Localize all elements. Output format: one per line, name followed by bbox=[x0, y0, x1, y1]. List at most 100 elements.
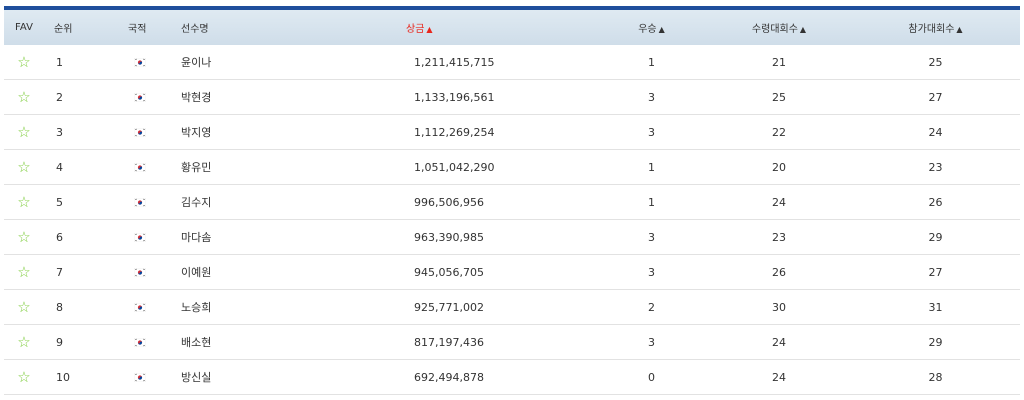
events-cell: 26 bbox=[851, 184, 1020, 220]
rank-cell: 2 bbox=[44, 79, 112, 115]
wins-cell: 3 bbox=[596, 219, 707, 255]
fav-cell: ☆ bbox=[4, 114, 44, 150]
wins-cell: 3 bbox=[596, 114, 707, 150]
nation-cell bbox=[112, 149, 169, 185]
korea-flag-icon bbox=[134, 303, 146, 312]
player-name-cell[interactable]: 배소현 bbox=[169, 324, 406, 360]
prize-cell: 925,771,002 bbox=[406, 289, 596, 325]
header-wins-sort[interactable]: 우승 ▲ bbox=[596, 10, 707, 45]
wins-cell: 1 bbox=[596, 45, 707, 80]
nation-cell bbox=[112, 45, 169, 80]
events-cell: 25 bbox=[851, 45, 1020, 80]
table-header-row: FAV 순위 국적 선수명 상금 ▲ 우승 ▲ 수령대회수 ▲ 참가대회수 ▲ bbox=[4, 10, 1020, 45]
rank-cell: 1 bbox=[44, 45, 112, 80]
star-outline-icon[interactable]: ☆ bbox=[17, 227, 31, 246]
top-finishes-cell: 20 bbox=[707, 149, 851, 185]
table-row: ☆ 6 마다솜 963,390,985 3 23 29 bbox=[4, 219, 1020, 255]
events-cell: 24 bbox=[851, 114, 1020, 150]
table-row: ☆ 5 김수지 996,506,956 1 24 26 bbox=[4, 184, 1020, 220]
fav-cell: ☆ bbox=[4, 184, 44, 220]
player-name-cell[interactable]: 박현경 bbox=[169, 79, 406, 115]
header-events-sort[interactable]: 참가대회수 ▲ bbox=[851, 10, 1020, 45]
fav-cell: ☆ bbox=[4, 219, 44, 255]
table-row: ☆ 2 박현경 1,133,196,561 3 25 27 bbox=[4, 79, 1020, 115]
star-outline-icon[interactable]: ☆ bbox=[17, 332, 31, 351]
player-name-cell[interactable]: 방신실 bbox=[169, 359, 406, 395]
player-name-cell[interactable]: 마다솜 bbox=[169, 219, 406, 255]
header-prize-sort[interactable]: 상금 ▲ bbox=[406, 10, 596, 45]
wins-cell: 0 bbox=[596, 359, 707, 395]
prize-cell: 996,506,956 bbox=[406, 184, 596, 220]
star-outline-icon[interactable]: ☆ bbox=[17, 192, 31, 211]
table-body: ☆ 1 윤이나 1,211,415,715 1 21 25 ☆ 2 bbox=[4, 45, 1020, 395]
player-name-cell[interactable]: 이예원 bbox=[169, 254, 406, 290]
events-cell: 29 bbox=[851, 324, 1020, 360]
fav-cell: ☆ bbox=[4, 45, 44, 80]
table-row: ☆ 1 윤이나 1,211,415,715 1 21 25 bbox=[4, 45, 1020, 80]
header-player: 선수명 bbox=[169, 10, 406, 45]
korea-flag-icon bbox=[134, 93, 146, 102]
korea-flag-icon bbox=[134, 58, 146, 67]
prize-cell: 817,197,436 bbox=[406, 324, 596, 360]
korea-flag-icon bbox=[134, 338, 146, 347]
sort-arrow-icon: ▲ bbox=[799, 25, 807, 34]
top-finishes-cell: 25 bbox=[707, 79, 851, 115]
prize-cell: 945,056,705 bbox=[406, 254, 596, 290]
star-outline-icon[interactable]: ☆ bbox=[17, 262, 31, 281]
fav-cell: ☆ bbox=[4, 149, 44, 185]
korea-flag-icon bbox=[134, 128, 146, 137]
nation-cell bbox=[112, 289, 169, 325]
korea-flag-icon bbox=[134, 163, 146, 172]
events-cell: 28 bbox=[851, 359, 1020, 395]
prize-cell: 963,390,985 bbox=[406, 219, 596, 255]
table-row: ☆ 8 노승희 925,771,002 2 30 31 bbox=[4, 289, 1020, 325]
wins-cell: 3 bbox=[596, 79, 707, 115]
star-outline-icon[interactable]: ☆ bbox=[17, 87, 31, 106]
prize-cell: 1,211,415,715 bbox=[406, 45, 596, 80]
star-outline-icon[interactable]: ☆ bbox=[17, 367, 31, 386]
prize-cell: 1,112,269,254 bbox=[406, 114, 596, 150]
fav-cell: ☆ bbox=[4, 79, 44, 115]
fav-cell: ☆ bbox=[4, 289, 44, 325]
events-cell: 23 bbox=[851, 149, 1020, 185]
top-finishes-cell: 23 bbox=[707, 219, 851, 255]
top-finishes-cell: 26 bbox=[707, 254, 851, 290]
wins-cell: 1 bbox=[596, 149, 707, 185]
korea-flag-icon bbox=[134, 373, 146, 382]
player-name-cell[interactable]: 윤이나 bbox=[169, 45, 406, 80]
rank-cell: 3 bbox=[44, 114, 112, 150]
events-cell: 29 bbox=[851, 219, 1020, 255]
top-finishes-cell: 22 bbox=[707, 114, 851, 150]
star-outline-icon[interactable]: ☆ bbox=[17, 297, 31, 316]
star-outline-icon[interactable]: ☆ bbox=[17, 122, 31, 141]
nation-cell bbox=[112, 359, 169, 395]
player-name-cell[interactable]: 노승희 bbox=[169, 289, 406, 325]
top-finishes-cell: 24 bbox=[707, 324, 851, 360]
header-top-finishes-sort[interactable]: 수령대회수 ▲ bbox=[707, 10, 851, 45]
fav-cell: ☆ bbox=[4, 324, 44, 360]
events-cell: 31 bbox=[851, 289, 1020, 325]
prize-ranking-table: FAV 순위 국적 선수명 상금 ▲ 우승 ▲ 수령대회수 ▲ 참가대회수 ▲ ☆ 1 bbox=[4, 10, 1020, 395]
top-finishes-cell: 30 bbox=[707, 289, 851, 325]
nation-cell bbox=[112, 254, 169, 290]
table-row: ☆ 3 박지영 1,112,269,254 3 22 24 bbox=[4, 114, 1020, 150]
sort-arrow-icon: ▲ bbox=[658, 25, 665, 34]
star-outline-icon[interactable]: ☆ bbox=[17, 52, 31, 71]
nation-cell bbox=[112, 324, 169, 360]
player-name-cell[interactable]: 황유민 bbox=[169, 149, 406, 185]
star-outline-icon[interactable]: ☆ bbox=[17, 157, 31, 176]
events-cell: 27 bbox=[851, 254, 1020, 290]
sort-arrow-icon: ▲ bbox=[426, 25, 433, 34]
korea-flag-icon bbox=[134, 198, 146, 207]
top-accent-bar bbox=[4, 6, 1020, 10]
prize-cell: 1,051,042,290 bbox=[406, 149, 596, 185]
player-name-cell[interactable]: 김수지 bbox=[169, 184, 406, 220]
wins-cell: 3 bbox=[596, 254, 707, 290]
events-cell: 27 bbox=[851, 79, 1020, 115]
fav-cell: ☆ bbox=[4, 359, 44, 395]
table-row: ☆ 10 방신실 692,494,878 0 24 28 bbox=[4, 359, 1020, 395]
nation-cell bbox=[112, 184, 169, 220]
rank-cell: 4 bbox=[44, 149, 112, 185]
header-fav: FAV bbox=[4, 10, 44, 45]
player-name-cell[interactable]: 박지영 bbox=[169, 114, 406, 150]
